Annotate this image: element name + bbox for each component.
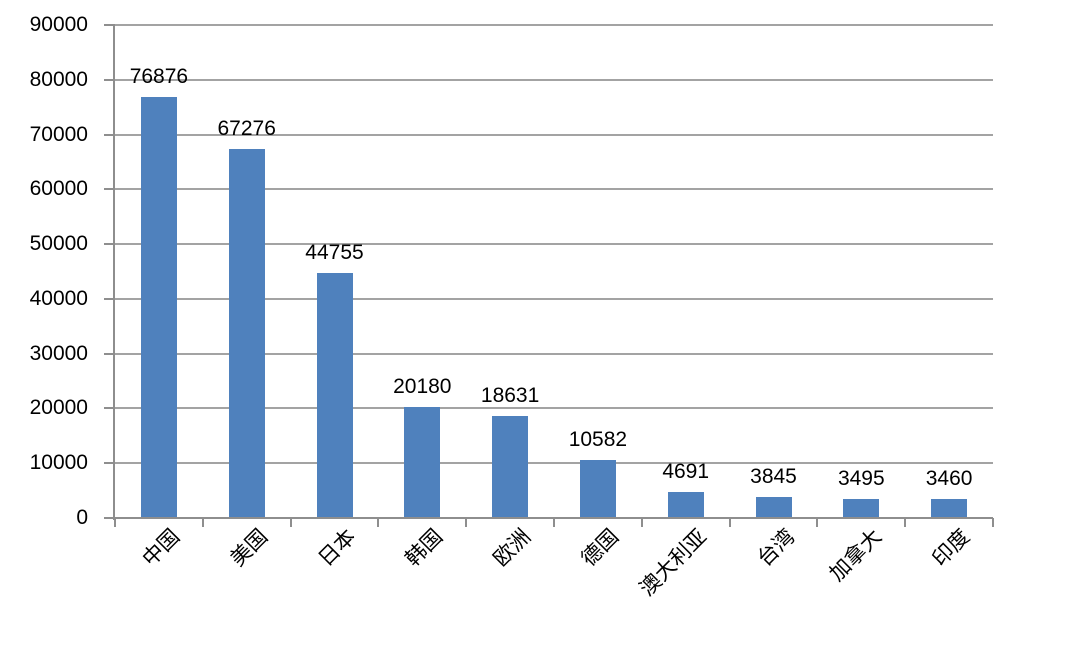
- x-axis-tick: [728, 518, 731, 527]
- gridline: [115, 243, 993, 246]
- bar-value-label: 3495: [837, 466, 885, 490]
- x-axis-line: [113, 517, 993, 519]
- x-axis-tick: [816, 518, 819, 527]
- y-axis-tick-label: 0: [76, 506, 88, 529]
- gridline: [115, 24, 993, 26]
- bar: [140, 96, 177, 518]
- x-axis-tick: [640, 518, 643, 527]
- x-axis-tick: [904, 518, 907, 527]
- x-axis-category-label: 加拿大: [825, 525, 887, 586]
- x-axis-category-label: 澳大利亚: [635, 525, 711, 601]
- x-axis-category-label: 欧洲: [489, 525, 536, 571]
- y-axis-tick-label: 70000: [29, 122, 88, 146]
- bar: [228, 149, 265, 518]
- x-axis-tick: [201, 518, 204, 527]
- bar-value-label: 3845: [750, 464, 797, 488]
- x-axis-category-label: 台湾: [752, 525, 799, 571]
- bar: [579, 460, 616, 518]
- y-axis-tick-label: 50000: [29, 232, 88, 256]
- x-axis-category-label: 韩国: [401, 525, 448, 571]
- bar: [492, 415, 529, 518]
- x-axis-tick: [377, 518, 380, 527]
- x-axis-tick: [289, 518, 292, 527]
- x-axis-category-label: 美国: [226, 525, 272, 571]
- y-axis-tick: [104, 297, 115, 300]
- bar-value-label: 67276: [217, 117, 276, 141]
- x-axis-tick: [553, 518, 555, 527]
- y-axis-tick: [104, 243, 115, 246]
- bar-value-label: 44755: [305, 240, 364, 264]
- y-axis-tick: [104, 407, 115, 410]
- gridline: [115, 133, 993, 136]
- x-axis-tick: [465, 518, 468, 527]
- y-axis-tick-label: 30000: [29, 341, 88, 365]
- y-axis-tick: [104, 78, 115, 81]
- y-axis-tick: [104, 517, 115, 519]
- y-axis-tick: [104, 352, 115, 355]
- x-axis-tick: [114, 518, 116, 527]
- bar: [931, 499, 968, 518]
- x-axis-category-label: 中国: [138, 525, 185, 571]
- y-axis-tick-label: 90000: [29, 13, 88, 36]
- bar: [667, 492, 704, 518]
- bar-value-label: 20180: [393, 375, 452, 399]
- bar-value-label: 18631: [480, 383, 540, 407]
- y-axis-tick: [104, 133, 115, 136]
- y-axis-tick-label: 40000: [29, 286, 88, 310]
- y-axis-tick-label: 80000: [29, 67, 88, 91]
- bar-value-label: 76876: [129, 64, 189, 88]
- x-axis-tick: [992, 518, 994, 527]
- bar: [404, 407, 441, 518]
- x-axis-category-label: 印度: [928, 525, 975, 571]
- gridline: [115, 407, 993, 410]
- y-axis-tick-label: 10000: [29, 451, 88, 475]
- y-axis-line: [113, 25, 115, 520]
- gridline: [115, 188, 993, 191]
- bar: [755, 496, 792, 518]
- bar-value-label: 3460: [925, 467, 973, 491]
- y-axis-tick: [104, 462, 115, 465]
- y-axis-tick-label: 60000: [29, 177, 88, 201]
- y-axis-tick-label: 20000: [29, 396, 88, 420]
- bar-value-label: 4691: [662, 460, 710, 484]
- x-axis-category-label: 日本: [313, 525, 360, 571]
- bar: [316, 272, 353, 518]
- y-axis-tick: [104, 188, 115, 191]
- x-axis-category-label: 德国: [577, 525, 624, 571]
- gridline: [115, 297, 993, 300]
- gridline: [115, 78, 993, 81]
- y-axis-tick: [104, 24, 115, 26]
- bar: [843, 498, 880, 518]
- bar-value-label: 10582: [568, 428, 628, 452]
- gridline: [115, 462, 993, 465]
- gridline: [115, 352, 993, 355]
